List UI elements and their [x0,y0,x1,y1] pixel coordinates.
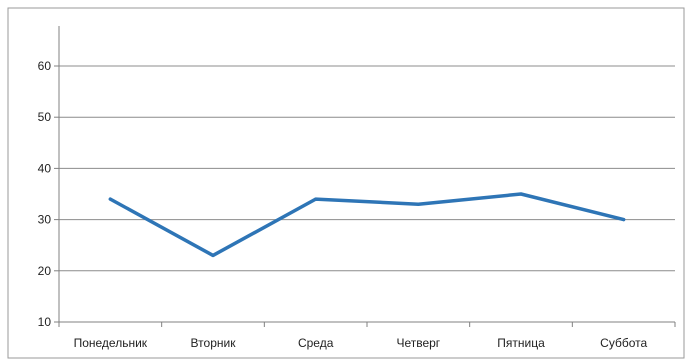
series-line [108,192,626,258]
y-tick-label: 40 [38,161,52,175]
x-tick-label: Вторник [191,336,237,350]
data-point [519,192,523,196]
y-tick-label: 60 [38,59,52,73]
series-lines [108,192,626,258]
x-tick-labels: Понедельник Вторник Среда Четверг Пятница Суб… [74,336,648,350]
y-tick-labels: 10 20 30 40 50 60 [38,59,52,329]
axes [54,26,676,327]
y-tick-label: 50 [38,110,52,124]
data-point [108,197,112,201]
gridlines [59,65,675,272]
x-tick-label: Среда [298,336,334,350]
data-point [622,218,626,222]
x-tick-label: Понедельник [74,336,148,350]
y-tick-label: 10 [38,315,52,329]
data-point [416,202,420,206]
x-tick-label: Пятница [497,336,545,350]
y-tick-label: 30 [38,213,52,227]
x-tick-label: Четверг [396,336,440,350]
y-tick-label: 20 [38,264,52,278]
chart-border [7,7,685,359]
x-tick-label: Суббота [600,336,647,350]
data-point [211,253,215,257]
data-point [314,197,318,201]
